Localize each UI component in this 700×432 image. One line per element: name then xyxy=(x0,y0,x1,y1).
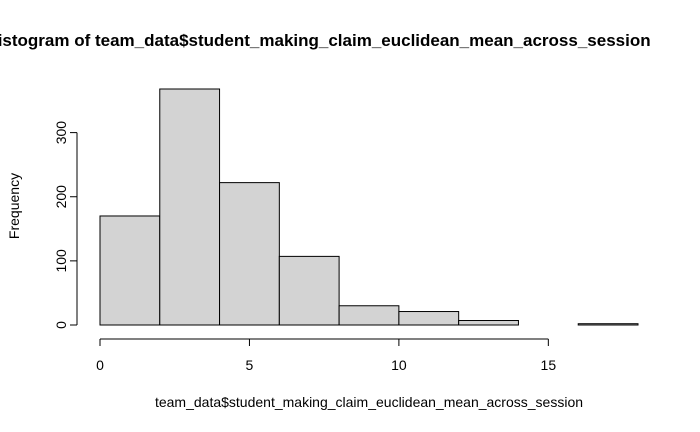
y-tick-label: 200 xyxy=(53,185,69,209)
histogram-bar xyxy=(99,215,161,326)
x-tick-label: 15 xyxy=(541,357,557,373)
y-axis: 0 100 200 300 xyxy=(53,121,78,329)
x-axis-label: team_data$student_making_claim_euclidean… xyxy=(155,394,583,410)
histogram-bar xyxy=(398,311,460,326)
chart-title: Histogram of team_data$student_making_cl… xyxy=(0,31,651,50)
x-tick-label: 5 xyxy=(246,357,254,373)
y-tick-label: 100 xyxy=(53,249,69,273)
histogram-bar xyxy=(458,320,519,326)
histogram-bar xyxy=(219,182,280,326)
x-tick-label: 10 xyxy=(391,357,407,373)
y-axis-label: Frequency xyxy=(6,173,22,239)
y-tick-label: 0 xyxy=(53,321,69,329)
histogram-bar xyxy=(577,323,639,326)
histogram-bar xyxy=(159,88,221,326)
histogram-bar xyxy=(278,255,340,326)
bars-group xyxy=(99,88,639,326)
x-tick-label: 0 xyxy=(96,357,104,373)
x-axis: 0 5 10 15 xyxy=(96,338,557,373)
y-tick-label: 300 xyxy=(53,121,69,145)
histogram-bar xyxy=(338,305,400,326)
